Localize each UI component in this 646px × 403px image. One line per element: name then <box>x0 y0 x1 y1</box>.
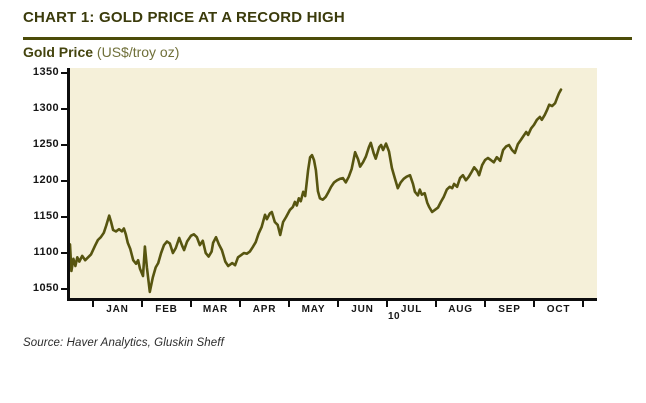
x-tick-label: SEP <box>498 304 521 315</box>
x-axis-line <box>67 298 597 301</box>
x-tick-label: JUL <box>400 304 423 315</box>
x-tick <box>239 301 241 307</box>
x-axis-year-label: 10 <box>387 311 401 322</box>
gold-price-line-chart <box>70 88 563 294</box>
y-tick-label: 1250 <box>32 138 59 150</box>
x-tick-label: FEB <box>155 304 178 315</box>
y-tick <box>61 180 67 182</box>
x-tick-label: JUN <box>351 304 374 315</box>
y-tick <box>61 252 67 254</box>
y-tick-label: 1050 <box>32 282 59 294</box>
x-tick <box>92 301 94 307</box>
x-tick <box>484 301 486 307</box>
x-tick <box>533 301 535 307</box>
x-tick-label: OCT <box>546 304 571 315</box>
page-title: CHART 1: GOLD PRICE AT A RECORD HIGH <box>23 9 345 26</box>
x-tick-label: AUG <box>448 304 473 315</box>
x-tick <box>288 301 290 307</box>
y-tick-label: 1350 <box>32 66 59 78</box>
y-tick-label: 1300 <box>32 102 59 114</box>
x-tick-label: APR <box>252 304 277 315</box>
source-note: Source: Haver Analytics, Gluskin Sheff <box>23 337 224 349</box>
y-axis-line <box>67 68 70 301</box>
x-tick <box>435 301 437 307</box>
y-tick <box>61 216 67 218</box>
y-tick-label: 1150 <box>33 210 59 222</box>
y-tick-label: 1100 <box>33 246 59 258</box>
x-tick <box>582 301 584 307</box>
chart-subtitle: Gold Price (US$/troy oz) <box>23 44 179 60</box>
x-tick <box>190 301 192 307</box>
x-tick <box>386 301 388 307</box>
x-tick <box>141 301 143 307</box>
y-tick <box>61 72 67 74</box>
gold-price-series-line <box>70 88 563 294</box>
y-tick <box>61 108 67 110</box>
y-tick <box>61 144 67 146</box>
title-rule <box>23 37 632 40</box>
y-tick <box>61 288 67 290</box>
x-tick-label: MAY <box>301 304 326 315</box>
chart-subtitle-units: (US$/troy oz) <box>93 44 180 60</box>
x-tick-label: JAN <box>106 304 129 315</box>
x-tick <box>337 301 339 307</box>
y-tick-label: 1200 <box>32 174 59 186</box>
plot-area <box>70 68 597 298</box>
x-tick-label: MAR <box>202 304 229 315</box>
chart-subtitle-name: Gold Price <box>23 44 94 60</box>
